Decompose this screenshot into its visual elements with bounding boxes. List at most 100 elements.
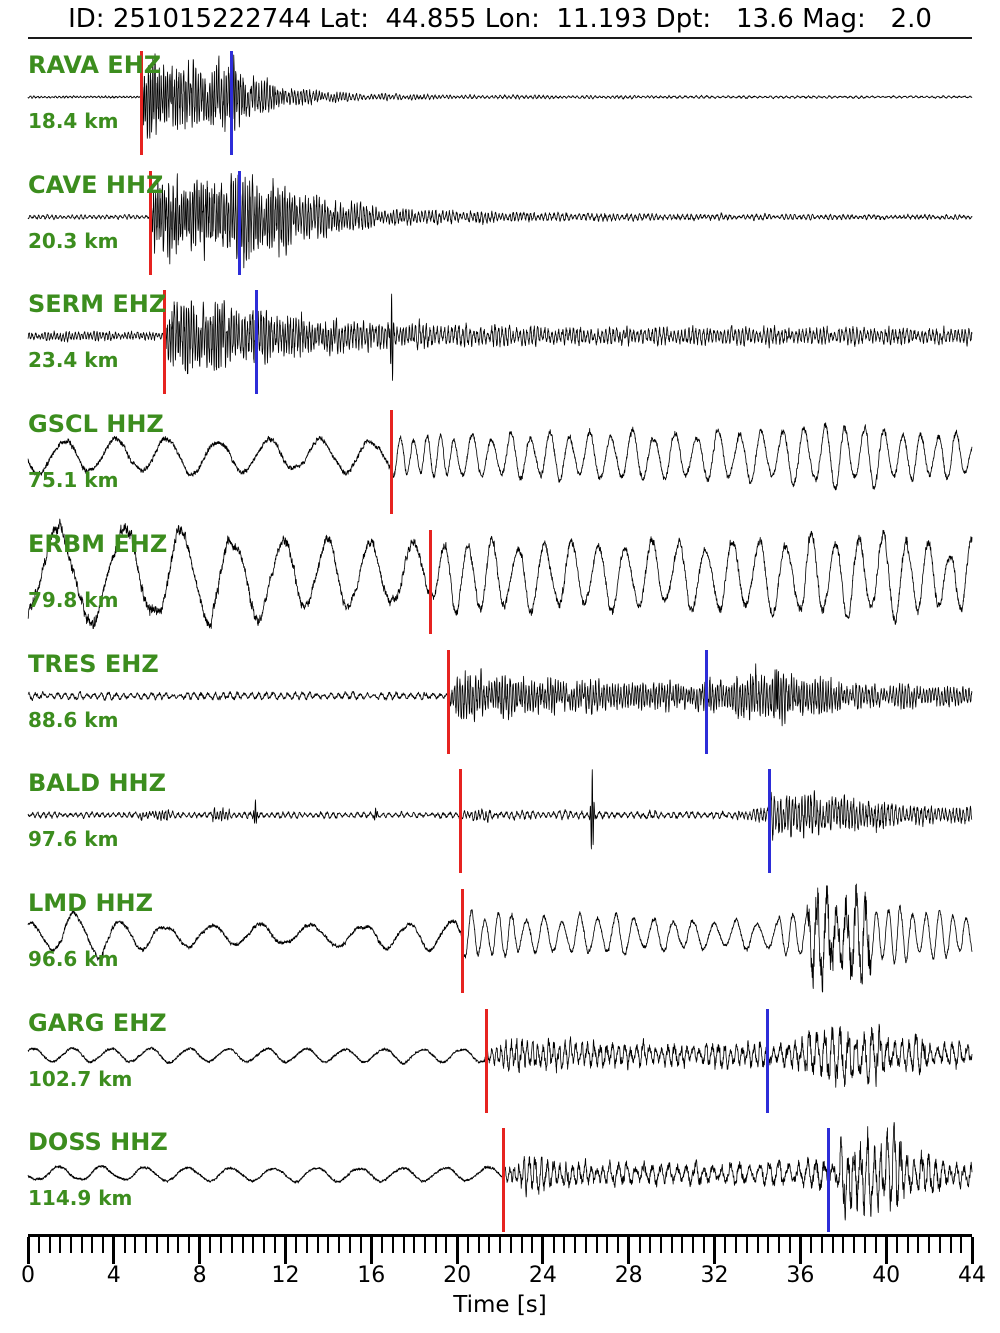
axis-minor-tick	[155, 1237, 158, 1253]
axis-tick-label: 32	[700, 1263, 729, 1288]
axis-minor-tick	[359, 1237, 362, 1253]
s-pick-line	[826, 1128, 830, 1233]
axis-minor-tick	[692, 1237, 695, 1253]
axis-minor-tick	[831, 1237, 834, 1253]
axis-minor-tick	[402, 1237, 405, 1253]
station-label: GSCL HHZ	[28, 410, 164, 439]
p-pick-line	[447, 649, 450, 754]
p-pick-line	[501, 1128, 505, 1233]
axis-minor-tick	[681, 1237, 684, 1253]
axis-label: Time [s]	[453, 1292, 547, 1318]
axis-minor-tick	[895, 1237, 898, 1253]
s-pick-line	[765, 1008, 769, 1113]
p-pick-line	[458, 769, 462, 874]
s-pick-line	[237, 170, 241, 275]
station-row: LMD HHZ 96.6 km	[0, 874, 1000, 995]
axis-minor-tick	[949, 1237, 952, 1253]
axis-minor-tick	[466, 1237, 469, 1253]
axis-minor-tick	[659, 1237, 662, 1253]
s-pick-line	[230, 51, 234, 155]
axis-minor-tick	[499, 1237, 501, 1253]
axis-minor-tick	[48, 1237, 51, 1253]
axis-minor-tick	[91, 1237, 94, 1253]
axis-minor-tick	[220, 1237, 223, 1253]
s-pick-line	[255, 290, 258, 395]
axis-tick-label: 12	[271, 1263, 300, 1288]
axis-tick-label: 24	[528, 1263, 557, 1288]
axis-tick-label: 44	[958, 1263, 986, 1288]
axis-minor-tick	[767, 1237, 770, 1253]
axis-minor-tick	[241, 1237, 244, 1253]
waveform-trace	[0, 635, 1000, 756]
axis-minor-tick	[584, 1237, 587, 1253]
station-label: TRES EHZ	[28, 649, 159, 678]
axis-minor-tick	[874, 1237, 877, 1253]
axis-tick-label: 28	[614, 1263, 643, 1288]
axis-major-tick	[112, 1237, 116, 1264]
s-pick-line	[704, 649, 708, 754]
axis-minor-tick	[391, 1237, 394, 1253]
waveform-trace	[0, 156, 1000, 277]
station-row: BALD HHZ 97.6 km	[0, 755, 1000, 876]
axis-minor-tick	[295, 1237, 298, 1253]
axis-minor-tick	[338, 1237, 341, 1253]
p-pick-line	[148, 170, 152, 275]
station-distance: 88.6 km	[28, 707, 119, 732]
station-distance: 102.7 km	[28, 1066, 133, 1091]
station-row: TRES EHZ 88.6 km	[0, 635, 1000, 756]
station-label: RAVA EHZ	[28, 51, 162, 79]
axis-major-tick	[541, 1237, 545, 1264]
station-row: SERM EHZ 23.4 km	[0, 276, 1000, 397]
station-label: ERBM EHZ	[28, 529, 168, 558]
axis-major-tick	[884, 1237, 888, 1264]
p-pick-line	[484, 1008, 488, 1113]
axis-line	[28, 1234, 972, 1237]
axis-minor-tick	[59, 1237, 62, 1253]
axis-minor-tick	[638, 1237, 641, 1253]
station-label: DOSS HHZ	[28, 1128, 168, 1157]
station-row: DOSS HHZ 114.9 km	[0, 1114, 1000, 1235]
s-pick-line	[767, 769, 771, 874]
axis-minor-tick	[177, 1237, 180, 1253]
axis-minor-tick	[574, 1237, 577, 1253]
axis-minor-tick	[381, 1237, 383, 1253]
station-label: GARG EHZ	[28, 1008, 167, 1037]
axis-minor-tick	[209, 1237, 212, 1253]
station-label: CAVE HHZ	[28, 170, 164, 199]
axis-minor-tick	[853, 1237, 855, 1253]
axis-tick-label: 40	[872, 1263, 901, 1288]
axis-minor-tick	[670, 1237, 673, 1253]
axis-minor-tick	[327, 1237, 330, 1253]
axis-minor-tick	[917, 1237, 920, 1253]
station-distance: 18.4 km	[28, 109, 119, 133]
axis-minor-tick	[316, 1237, 319, 1253]
axis-tick-label: 8	[192, 1263, 207, 1288]
axis-minor-tick	[145, 1237, 147, 1253]
waveform-trace	[0, 1114, 1000, 1235]
axis-minor-tick	[735, 1237, 737, 1253]
axis-major-tick	[26, 1237, 30, 1264]
axis-minor-tick	[187, 1237, 190, 1253]
axis-minor-tick	[488, 1237, 491, 1253]
station-distance: 75.1 km	[28, 468, 119, 493]
axis-minor-tick	[928, 1237, 931, 1253]
station-row: RAVA EHZ 18.4 km	[0, 37, 1000, 157]
station-distance: 20.3 km	[28, 228, 119, 253]
p-pick-line	[428, 529, 432, 634]
axis-minor-tick	[906, 1237, 909, 1253]
axis-minor-tick	[810, 1237, 813, 1253]
waveform-trace	[0, 37, 1000, 157]
axis-minor-tick	[617, 1237, 619, 1253]
axis-tick-label: 20	[443, 1263, 472, 1288]
axis-minor-tick	[842, 1237, 845, 1253]
p-pick-line	[390, 410, 394, 515]
axis-minor-tick	[606, 1237, 609, 1253]
p-pick-line	[162, 290, 166, 395]
waveform-trace	[0, 994, 1000, 1115]
waveform-trace	[0, 755, 1000, 876]
station-distance: 97.6 km	[28, 827, 119, 852]
axis-minor-tick	[756, 1237, 759, 1253]
station-label: BALD HHZ	[28, 769, 167, 798]
axis-minor-tick	[445, 1237, 448, 1253]
